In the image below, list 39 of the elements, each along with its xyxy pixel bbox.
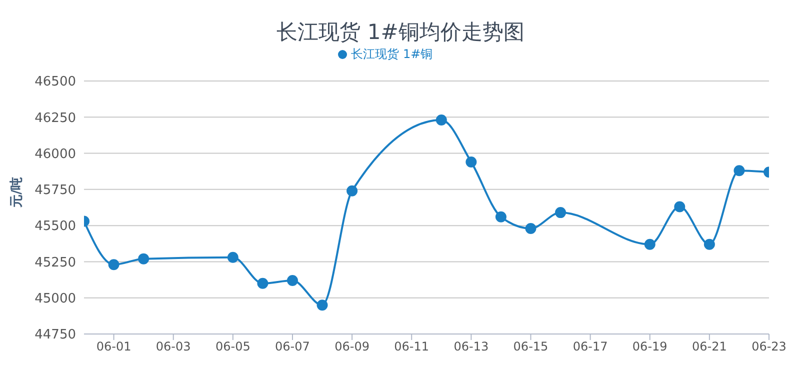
point: [108, 259, 120, 270]
y-tick-label: 46250: [34, 110, 76, 126]
y-tick-label: 45250: [34, 255, 76, 270]
y-tick-label: 45500: [34, 219, 76, 234]
x-tick-label: 06-19: [632, 340, 668, 354]
point: [227, 252, 238, 263]
y-tick-label: 44750: [34, 328, 76, 343]
chart-title: 长江现货 1#铜均价走势图: [276, 19, 526, 46]
y-axis-title: 元/吨: [10, 176, 25, 208]
y-tick-label: 45000: [34, 291, 76, 306]
y-tick-label: 46000: [34, 146, 76, 162]
x-tick-label: 06-03: [156, 340, 191, 354]
point: [346, 185, 358, 196]
x-tick-label: 06-07: [275, 340, 310, 354]
point: [555, 207, 566, 218]
point: [525, 222, 536, 234]
point: [257, 278, 268, 289]
legend-label: 长江现货 1#铜: [351, 47, 433, 61]
x-tick-label: 06-21: [692, 340, 727, 354]
point: [734, 165, 745, 176]
x-tick-label: 06-17: [572, 340, 608, 354]
x-tick-label: 06-09: [334, 340, 370, 354]
x-tick-label: 06-13: [454, 340, 489, 354]
y-tick-label: 45750: [34, 183, 76, 198]
point: [495, 211, 506, 222]
x-tick-label: 06-11: [394, 340, 430, 354]
point: [704, 238, 715, 250]
point: [674, 201, 686, 212]
x-tick-label: 06-15: [513, 340, 548, 354]
point: [316, 300, 328, 311]
x-tick-label: 06-23: [752, 340, 786, 354]
point: [286, 275, 298, 286]
point: [436, 114, 447, 126]
x-tick-label: 06-01: [96, 340, 132, 354]
point: [466, 156, 477, 168]
x-tick-label: 06-05: [215, 340, 250, 354]
y-tick-label: 46500: [34, 74, 76, 90]
point: [138, 253, 150, 264]
point: [644, 238, 656, 250]
